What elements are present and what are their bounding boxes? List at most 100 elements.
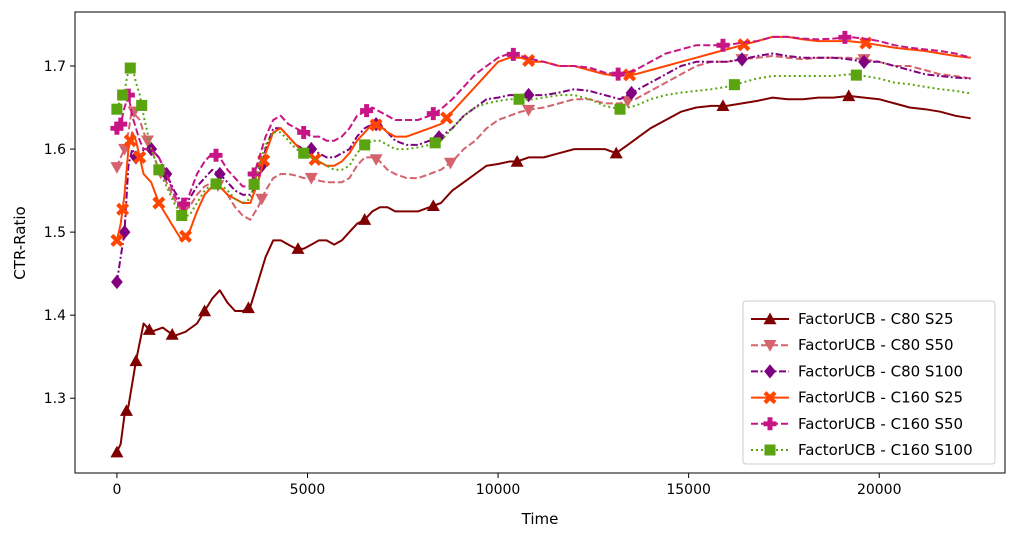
y-tick-label: 1.4 (44, 308, 66, 324)
legend-label: FactorUCB - C160 S25 (798, 389, 963, 407)
data-point (426, 107, 440, 121)
y-axis: 1.3 1.4 1.5 1.6 1.7 (44, 59, 75, 407)
data-point (850, 69, 862, 81)
data-point (241, 301, 255, 314)
data-point (736, 52, 748, 67)
data-point (359, 139, 371, 151)
data-point (513, 93, 525, 105)
data-point (110, 233, 124, 247)
data-point (210, 178, 222, 190)
data-point (118, 143, 132, 156)
data-point (247, 167, 261, 181)
legend-item: FactorUCB - C80 S50 (751, 336, 954, 354)
data-point (118, 224, 131, 240)
data-point (369, 154, 383, 166)
legend-marker (763, 417, 777, 431)
data-point (153, 164, 165, 176)
legend-marker (763, 312, 777, 325)
data-point (110, 162, 124, 174)
data-point (728, 79, 740, 91)
data-point (152, 196, 166, 210)
data-point (123, 134, 137, 148)
series-6 (111, 62, 971, 222)
data-point (611, 67, 625, 81)
data-point (179, 229, 193, 243)
legend-box (742, 300, 996, 465)
data-point (426, 199, 440, 212)
data-point (510, 155, 524, 167)
data-point (248, 178, 260, 190)
data-point (291, 242, 305, 254)
plot-frame (74, 11, 1006, 474)
legend: FactorUCB - C80 S25 FactorUCB - C80 S50 Fa… (742, 300, 996, 465)
data-point (614, 103, 626, 115)
legend-item: FactorUCB - C160 S25 (751, 389, 963, 407)
data-point (297, 125, 311, 139)
data-point (124, 62, 136, 74)
data-point (716, 38, 730, 52)
y-tick-label: 1.3 (44, 391, 66, 407)
data-point (859, 36, 873, 50)
data-point (625, 85, 638, 101)
data-point (360, 104, 374, 118)
x-tick-label: 10000 (476, 482, 521, 498)
data-point (858, 54, 870, 69)
x-axis: 0 5000 10000 15000 20000 (112, 473, 901, 498)
x-tick-label: 0 (112, 482, 121, 498)
legend-marker (764, 444, 776, 456)
legend-item: FactorUCB - C160 S100 (751, 441, 973, 459)
y-tick-label: 1.7 (44, 59, 66, 75)
legend-label: FactorUCB - C80 S100 (798, 362, 963, 380)
legend-label: FactorUCB - C80 S50 (798, 336, 954, 354)
legend-marker (764, 364, 776, 379)
legend-marker (763, 391, 777, 405)
data-point (305, 141, 318, 157)
series-layer (110, 30, 971, 458)
data-point (716, 99, 730, 112)
data-point (176, 209, 188, 222)
data-point (255, 193, 269, 206)
data-point (198, 304, 212, 317)
x-tick-label: 20000 (857, 482, 902, 498)
series-line (115, 65, 971, 217)
data-point (177, 197, 191, 211)
data-point (443, 157, 457, 170)
data-point (110, 121, 124, 135)
data-point (440, 111, 454, 125)
data-point (111, 103, 123, 115)
data-point (142, 323, 156, 335)
series-5 (110, 30, 971, 211)
x-tick-label: 15000 (666, 482, 711, 498)
series-line (116, 35, 971, 209)
data-point (209, 148, 223, 162)
x-tick-label: 5000 (290, 482, 326, 498)
data-point (838, 30, 852, 44)
data-point (121, 88, 135, 102)
y-tick-label: 1.5 (44, 225, 66, 241)
series-line (115, 52, 971, 283)
legend-label: FactorUCB - C80 S25 (798, 310, 954, 328)
data-point (111, 274, 123, 290)
legend-label: FactorUCB - C160 S100 (798, 441, 973, 459)
data-point (609, 146, 623, 159)
data-point (117, 89, 129, 101)
data-point (842, 89, 856, 102)
data-point (165, 328, 179, 340)
data-point (506, 47, 520, 61)
series-1 (110, 89, 971, 458)
legend-label: FactorUCB - C160 S50 (798, 415, 963, 433)
data-point (369, 118, 383, 132)
legend-item: FactorUCB - C160 S50 (751, 415, 963, 433)
data-point (358, 213, 372, 225)
y-tick-label: 1.6 (44, 142, 66, 158)
data-point (298, 147, 310, 159)
data-point (119, 404, 133, 416)
data-point (522, 104, 536, 117)
legend-item: FactorUCB - C80 S25 (751, 310, 954, 328)
data-point (136, 99, 148, 111)
data-point (114, 117, 128, 131)
data-point (304, 172, 318, 185)
data-point (213, 166, 226, 182)
series-line (115, 55, 971, 221)
